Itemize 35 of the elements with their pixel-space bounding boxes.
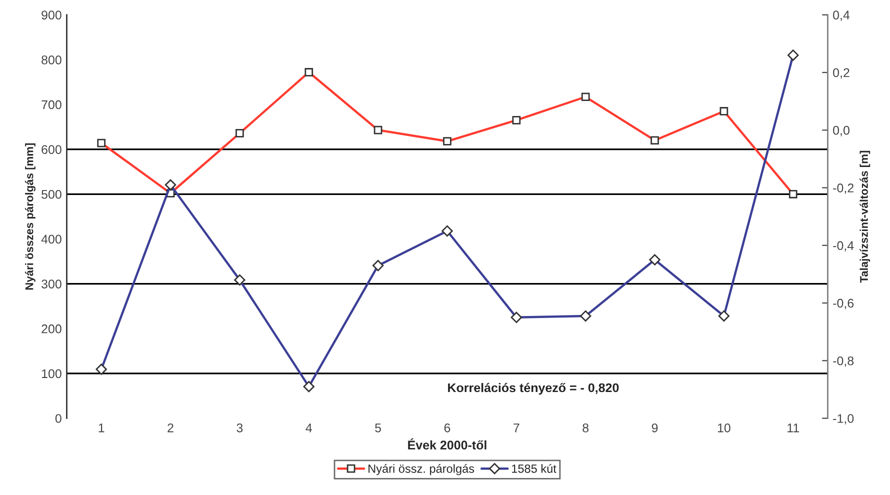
- x-tick-label: 5: [375, 424, 381, 432]
- y-tick-label: 400: [41, 234, 62, 244]
- y-axis-title: Nyári összes párolgás [mm]: [24, 143, 36, 290]
- y2-tick-label: 0,4: [833, 10, 850, 21]
- y-tick-label: 500: [42, 190, 62, 199]
- x-tick-label: 7: [514, 424, 520, 432]
- y-tick-label: 200: [42, 324, 62, 334]
- legend-label: Nyári össz. párolgás: [368, 464, 474, 476]
- x-tick-label: 2: [168, 423, 174, 432]
- x-tick-label: 6: [444, 423, 450, 432]
- y-tick-label: 700: [42, 100, 62, 110]
- y2-axis-title: Talajvízszint-változás [m]: [860, 150, 870, 283]
- x-tick-label: 10: [718, 423, 730, 432]
- x-tick-label: 1: [98, 424, 104, 432]
- annotation: Korrelációs tényező = - 0,820: [448, 382, 619, 395]
- y-tick-label: 600: [42, 145, 62, 154]
- y-tick-label: 800: [42, 55, 62, 64]
- y2-tick-label: -1,0: [833, 414, 854, 424]
- y2-tick-label: -0,6: [833, 298, 854, 310]
- y2-tick-label: -0,2: [833, 184, 854, 194]
- x-axis-title: Évek 2000-től: [408, 438, 486, 450]
- y-tick-label: 0: [55, 414, 62, 423]
- x-tick-label: 9: [652, 423, 658, 432]
- y-tick-label: 300: [42, 280, 62, 288]
- y2-tick-label: -0,4: [833, 241, 854, 252]
- x-tick-label: 3: [236, 423, 243, 432]
- y2-tick-label: 0,2: [833, 68, 850, 79]
- y-tick-label: 900: [42, 10, 62, 20]
- legend-label: 1585 kút: [512, 464, 556, 473]
- y-tick-label: 100: [42, 369, 62, 378]
- x-tick-label: 11: [788, 424, 799, 432]
- x-tick-label: 4: [306, 424, 312, 432]
- y2-tick-label: 0,0: [833, 126, 850, 136]
- x-tick-label: 8: [582, 423, 589, 432]
- y2-tick-label: -0,8: [833, 356, 854, 367]
